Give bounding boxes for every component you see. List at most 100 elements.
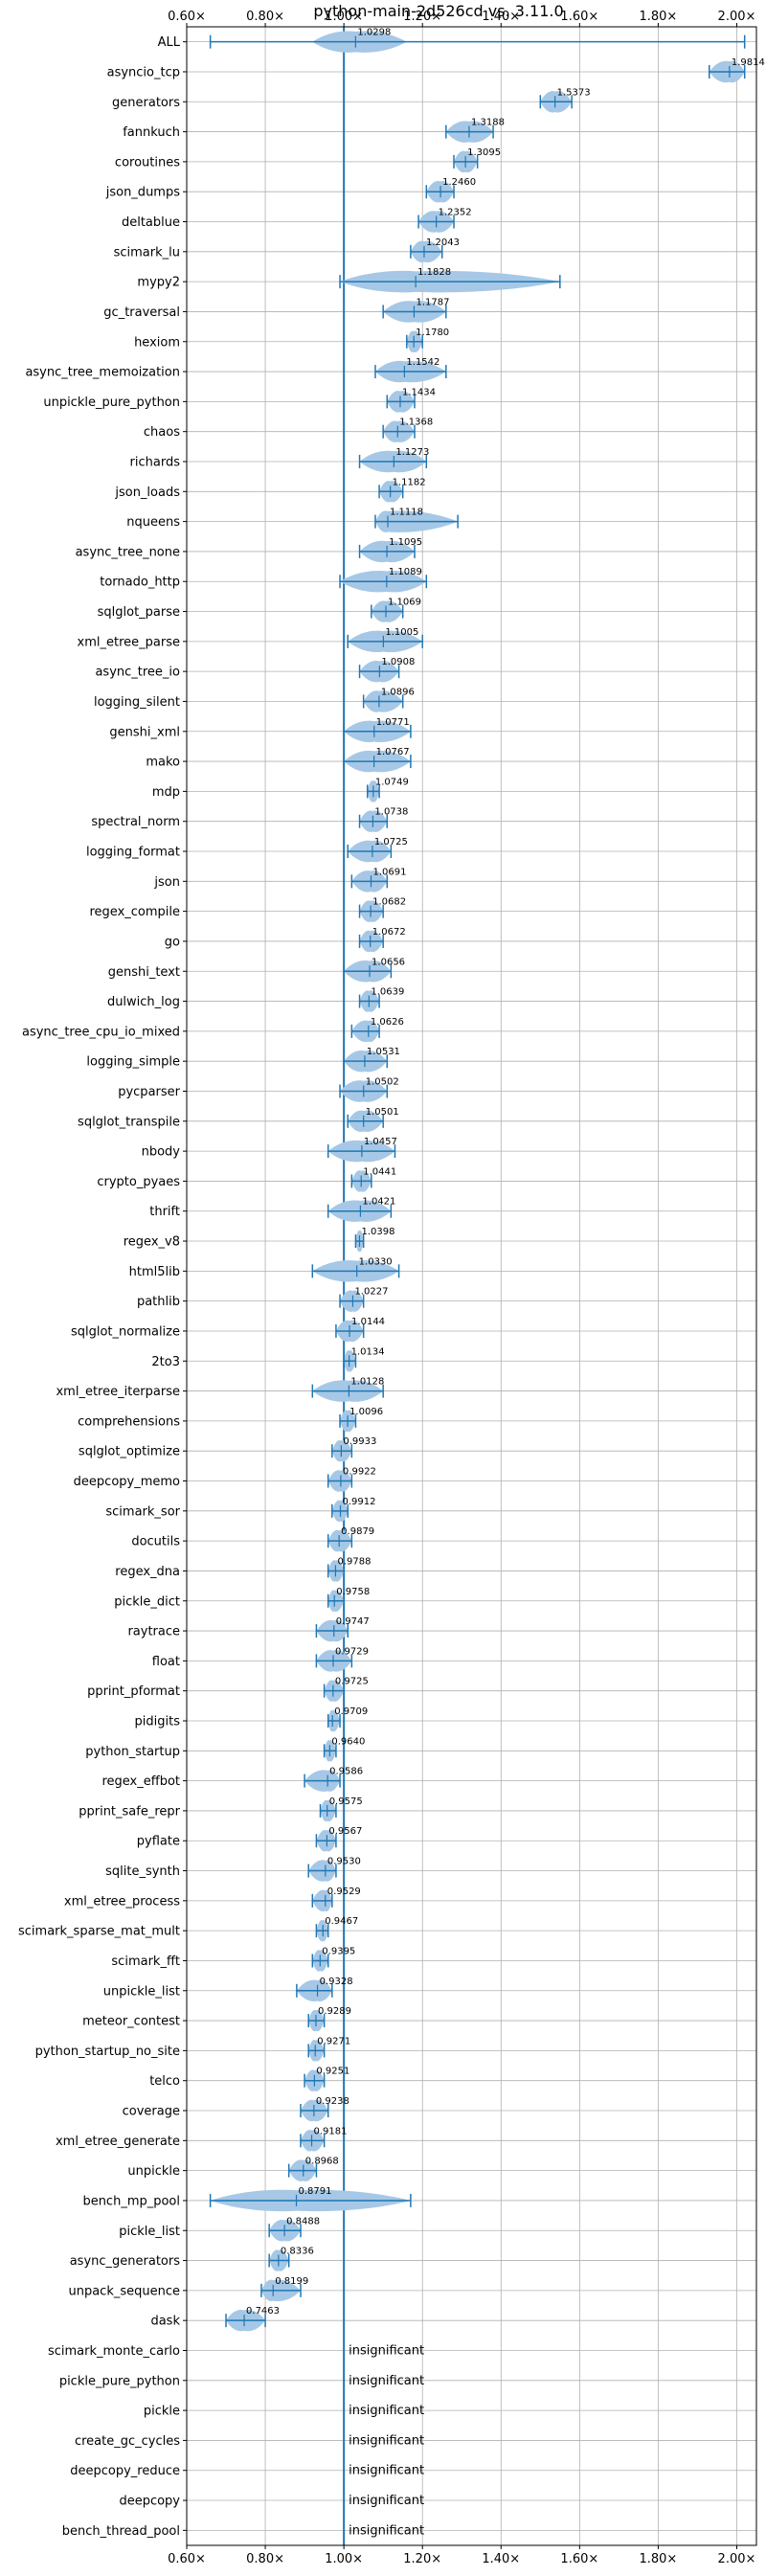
insignificant-label: insignificant	[349, 2464, 424, 2478]
median-value-label: 0.9922	[343, 1467, 376, 1478]
benchmark-name-label: async_tree_none	[76, 545, 180, 559]
x-tick-label-top: 1.80×	[639, 10, 677, 24]
median-value-label: 1.0682	[372, 897, 406, 908]
median-value-label: 0.9289	[318, 2006, 351, 2017]
median-value-label: 0.9912	[343, 1497, 376, 1507]
benchmark-name-label: nqueens	[126, 515, 180, 530]
median-value-label: 0.9758	[336, 1587, 370, 1597]
benchmark-name-label: scimark_sparse_mat_mult	[18, 1925, 180, 1939]
benchmark-name-label: fannkuch	[123, 125, 180, 140]
median-value-label: 0.9747	[336, 1616, 370, 1627]
benchmark-name-label: pidigits	[135, 1714, 181, 1729]
benchmark-name-label: generators	[112, 96, 180, 110]
insignificant-label: insignificant	[349, 2523, 424, 2538]
median-value-label: 0.9271	[317, 2036, 350, 2046]
benchmark-name-label: unpickle_pure_python	[43, 395, 180, 410]
median-value-label: 1.1182	[393, 477, 426, 487]
x-tick-label-bottom: 2.00×	[718, 2552, 756, 2566]
benchmark-name-label: pickle_pure_python	[59, 2374, 180, 2388]
insignificant-label: insignificant	[349, 2494, 424, 2508]
benchmark-name-label: asyncio_tcp	[107, 65, 180, 79]
x-tick-label-top: 0.60×	[168, 10, 206, 24]
median-value-label: 1.0128	[350, 1377, 384, 1388]
median-value-label: 1.1828	[417, 267, 451, 278]
median-value-label: 1.0749	[375, 777, 409, 787]
median-value-label: 0.9575	[329, 1796, 363, 1807]
benchmark-name-label: coroutines	[115, 155, 180, 169]
insignificant-label: insignificant	[349, 2404, 424, 2418]
median-value-label: 1.0330	[359, 1256, 393, 1267]
median-value-label: 1.1434	[402, 387, 436, 397]
median-value-label: 1.1787	[416, 297, 449, 307]
benchmark-name-label: pickle	[144, 2405, 180, 2419]
benchmark-name-label: xml_etree_process	[64, 1894, 180, 1909]
benchmark-name-label: comprehensions	[78, 1414, 180, 1429]
median-value-label: 1.1542	[406, 357, 439, 368]
median-value-label: 1.0771	[376, 717, 410, 728]
x-tick-label-top: 1.40×	[482, 10, 520, 24]
benchmark-name-label: deepcopy_reduce	[70, 2464, 180, 2478]
median-value-label: 1.0298	[357, 28, 391, 38]
median-value-label: 0.9567	[328, 1826, 362, 1837]
x-tick-label-bottom: 0.60×	[168, 2552, 206, 2566]
median-value-label: 0.9251	[316, 2067, 349, 2077]
insignificant-label: insignificant	[349, 2433, 424, 2448]
benchmark-name-label: pprint_safe_repr	[79, 1804, 180, 1819]
benchmark-name-label: json_dumps	[105, 186, 180, 200]
median-value-label: 1.1368	[399, 418, 433, 428]
x-tick-label-top: 1.60×	[560, 10, 598, 24]
labels-layer: 0.60× 0.60× 0.80× 0.80× 1.00× 1.00× 1.20× 1.20×…	[18, 10, 765, 2566]
benchmark-name-label: richards	[130, 455, 181, 469]
median-value-label: 0.9640	[331, 1736, 365, 1747]
median-value-label: 1.0501	[366, 1107, 399, 1118]
x-tick-label-bottom: 1.80×	[639, 2552, 677, 2566]
median-value-label: 1.0441	[363, 1166, 396, 1177]
benchmark-name-label: coverage	[123, 2105, 180, 2119]
median-value-label: 0.9467	[325, 1916, 358, 1927]
benchmark-name-label: sqlglot_optimize	[79, 1445, 180, 1459]
x-tick-label-bottom: 1.20×	[403, 2552, 441, 2566]
median-value-label: 1.0398	[361, 1227, 394, 1237]
median-value-label: 1.0531	[367, 1047, 400, 1057]
benchmark-name-label: sqlglot_parse	[98, 605, 180, 620]
benchmark-name-label: python_startup_no_site	[35, 2045, 180, 2059]
benchmark-name-label: thrift	[149, 1205, 180, 1219]
median-value-label: 1.0457	[364, 1137, 397, 1147]
benchmark-name-label: scimark_fft	[111, 1955, 180, 1969]
median-value-label: 1.0672	[372, 927, 406, 938]
benchmark-name-label: python_startup	[85, 1745, 180, 1759]
median-value-label: 1.0639	[371, 987, 404, 998]
median-value-label: 1.1273	[395, 447, 429, 458]
benchmark-name-label: spectral_norm	[91, 815, 180, 829]
benchmark-name-label: docutils	[131, 1535, 180, 1549]
benchmark-name-label: go	[165, 935, 180, 949]
benchmark-name-label: html5lib	[129, 1265, 180, 1279]
median-value-label: 0.8336	[281, 2247, 314, 2257]
benchmark-name-label: tornado_http	[100, 576, 180, 590]
benchmark-name-label: nbody	[142, 1145, 181, 1160]
benchmark-name-label: sqlite_synth	[105, 1864, 180, 1879]
benchmark-name-label: crypto_pyaes	[97, 1175, 180, 1189]
median-value-label: 0.9788	[337, 1556, 371, 1567]
median-value-label: 0.8791	[299, 2186, 332, 2197]
benchmark-name-label: mako	[146, 756, 180, 770]
benchmark-name-label: regex_dna	[115, 1565, 180, 1579]
benchmark-name-label: regex_v8	[124, 1235, 180, 1250]
median-value-label: 0.9238	[316, 2096, 349, 2107]
benchmark-name-label: xml_etree_iterparse	[56, 1385, 180, 1399]
median-value-label: 0.9181	[314, 2126, 348, 2136]
median-value-label: 0.9729	[335, 1646, 369, 1657]
benchmark-name-label: scimark_lu	[114, 245, 180, 260]
benchmark-name-label: logging_simple	[86, 1055, 180, 1070]
x-tick-label-bottom: 0.80×	[246, 2552, 284, 2566]
median-value-label: 1.5373	[557, 87, 591, 98]
median-value-label: 1.1118	[390, 508, 423, 518]
benchmark-name-label: async_tree_cpu_io_mixed	[22, 1025, 180, 1039]
median-value-label: 1.1780	[416, 328, 449, 338]
median-value-label: 1.0227	[354, 1287, 388, 1298]
median-value-label: 0.8488	[286, 2216, 320, 2226]
benchmark-name-label: deepcopy_memo	[74, 1475, 180, 1489]
median-value-label: 0.9586	[329, 1767, 363, 1777]
x-tick-label-top: 2.00×	[718, 10, 756, 24]
benchmark-name-label: unpack_sequence	[68, 2284, 180, 2298]
